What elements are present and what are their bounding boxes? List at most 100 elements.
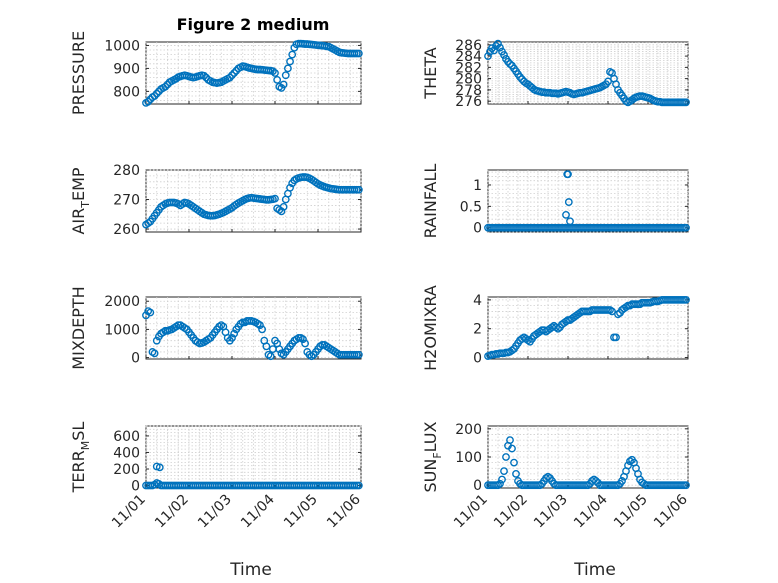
data-point [490,46,498,55]
x-tick-label: 11/05 [611,492,651,532]
data-point [494,39,502,48]
data-point [564,198,573,206]
x-tick-label: 11/02 [152,492,192,532]
data-point [502,453,510,461]
data-point [200,71,208,80]
x-tick-label: 11/01 [451,492,491,532]
y-tick-label: 270 [113,193,140,209]
x-tick-label: 11/02 [491,492,531,532]
data-point [301,339,309,348]
y-tick-label: 286 [455,38,482,54]
data-point [283,64,292,73]
data-point [354,49,363,58]
data-point [271,194,279,203]
y-axis-label-rest: LUX [421,421,440,452]
y-tick-label: 1000 [104,322,140,338]
x-axis-label-left: Time [229,560,272,580]
data-point [273,75,282,84]
data-point [228,71,236,80]
data-point [152,89,161,98]
y-axis-label: THETA [421,47,440,99]
y-tick-label: 280 [113,163,140,179]
data-point [286,183,294,192]
data-point [288,50,297,59]
data-point [506,60,514,68]
data-point [564,170,572,179]
data-point [562,210,570,219]
data-point [161,82,170,91]
data-point [286,57,294,66]
x-tick-label: 11/06 [324,491,364,531]
x-tick-label: 11/06 [651,491,691,531]
data-point [275,345,284,354]
data-point [225,73,234,82]
data-point [266,352,275,361]
data-point [228,333,236,342]
data-point [354,481,363,490]
data-point [506,436,514,444]
data-point [146,308,155,317]
data-point [500,51,508,59]
x-axis-label-right: Time [573,560,616,580]
y-axis-label: PRESSURE [69,31,88,115]
data-point [682,295,690,304]
data-point [488,44,496,53]
data-point [504,57,512,66]
y-tick-label: 2 [473,322,482,338]
data-point [150,349,159,358]
data-point [566,217,574,226]
y-axis-label: AIRTEMP [69,167,92,234]
y-tick-label: 0 [473,351,482,367]
y-axis-label-subscript: M [79,441,92,451]
y-axis-label-rest: EMP [69,167,88,201]
data-point [258,325,266,334]
x-tick-label: 11/03 [195,492,235,532]
data-point [618,477,626,485]
y-tick-label: 260 [113,222,140,238]
data-point [496,43,504,52]
y-axis-label: RAINFALL [421,164,440,239]
data-point [492,42,500,50]
y-tick-label: 284 [455,49,482,65]
y-axis-label-main: AIR [69,208,88,235]
data-point [256,321,264,330]
data-point [682,481,690,490]
data-point [144,97,153,106]
y-axis-label-subscript: F [431,452,444,458]
data-point [230,69,239,77]
x-tick-label: 11/04 [238,491,278,531]
y-tick-label: 800 [113,84,140,100]
data-point [500,467,508,475]
y-tick-label: 100 [455,450,482,466]
y-tick-label: 200 [455,422,482,438]
data-point [496,479,504,488]
data-point [510,458,518,467]
subplot-8: 0 100 200 11/01 11/02 11/03 11/04 11/05 11/06 SUN… [421,421,691,531]
data-point [624,461,632,470]
x-tick-label: 11/05 [281,492,321,532]
x-tick-label: 11/03 [531,492,571,532]
subplot-3: 260 270 280 AIRTEMP [69,163,363,238]
subplot-4: 0 0.5 1 RAINFALL [421,164,690,239]
y-tick-label: 280 [455,72,482,88]
y-tick-label: 0 [473,478,482,494]
y-axis-label-rest: SL [69,422,88,441]
y-tick-label: 0 [473,221,482,237]
data-point [150,92,159,100]
y-tick-label: 200 [113,462,140,478]
subplot-5: 0 1000 2000 MIXDEPTH [69,286,363,370]
y-tick-label: 276 [455,94,482,110]
axes-box [487,169,689,233]
subplot-6: 0 2 4 H2OMIXRA [421,285,690,371]
data-point [612,333,620,342]
data-point [268,67,277,76]
y-tick-label: 400 [113,445,140,461]
data-point [516,73,524,81]
data-point [354,185,363,194]
data-point [484,52,492,60]
y-tick-label: 282 [455,60,482,76]
